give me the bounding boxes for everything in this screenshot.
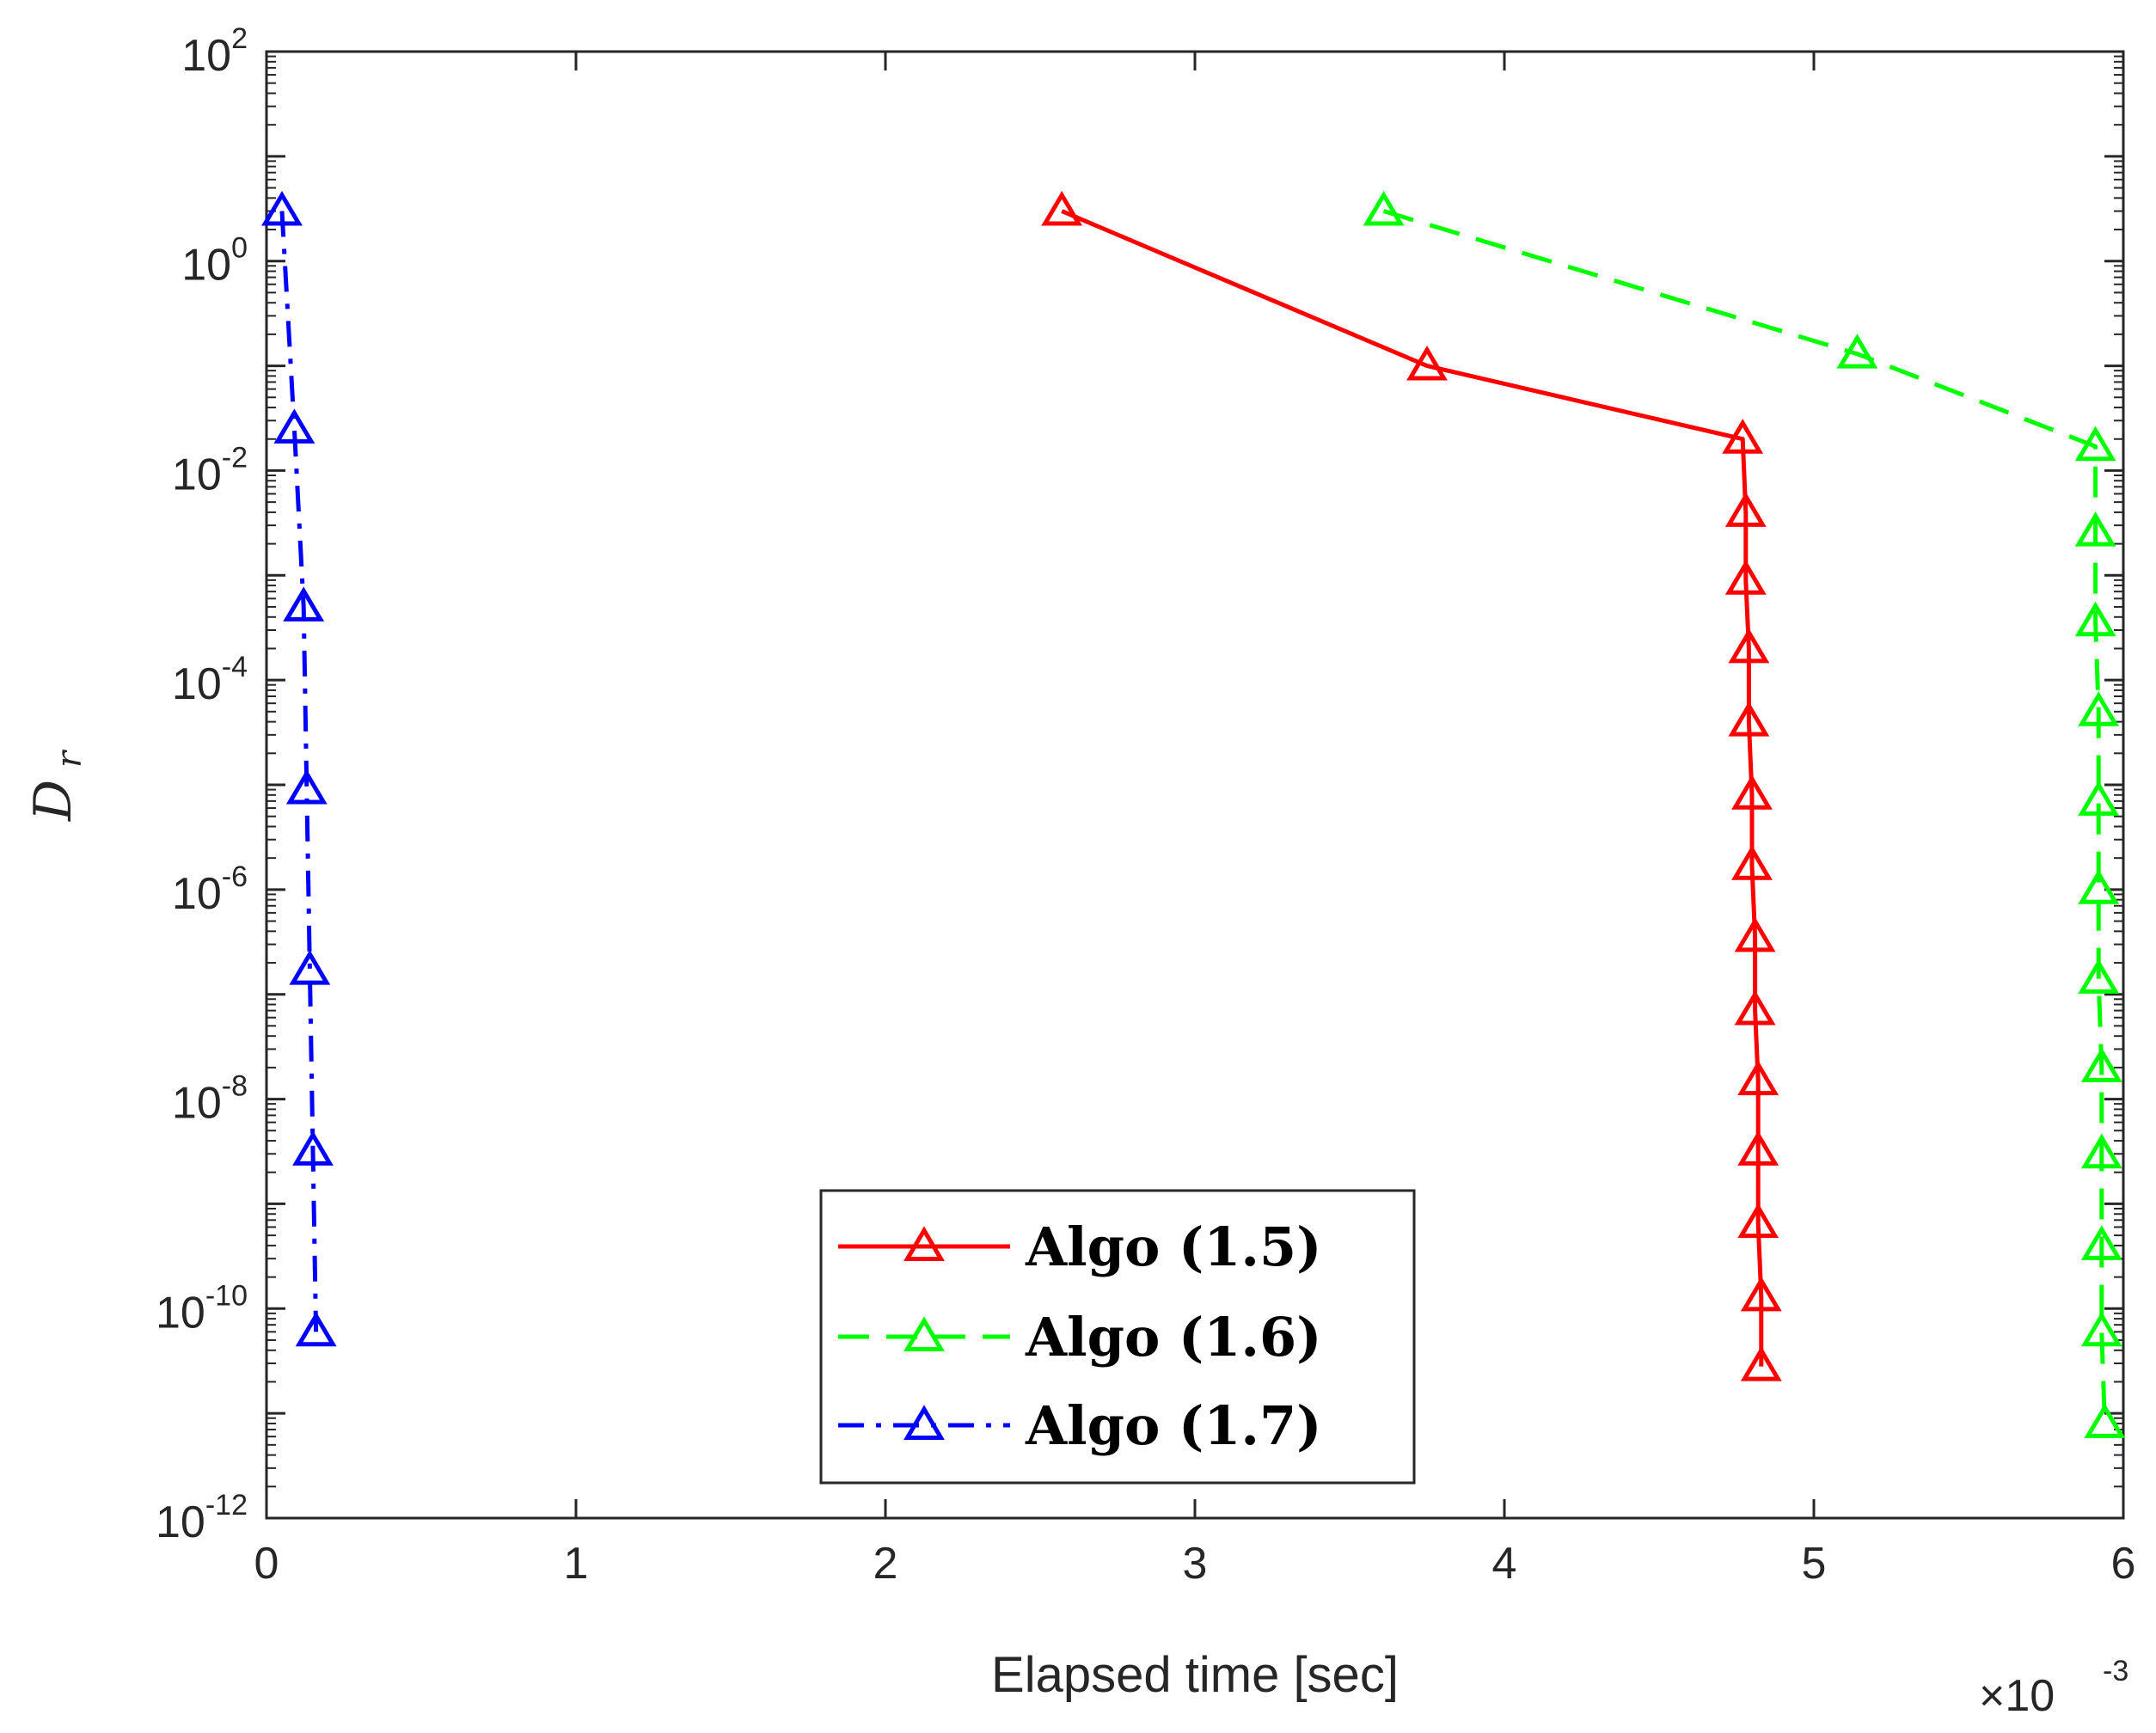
data-point-marker — [261, 190, 303, 226]
series-1 — [1041, 190, 1782, 1381]
data-point-marker — [2078, 958, 2120, 994]
series-layer — [261, 190, 2126, 1438]
data-point-marker — [2078, 691, 2120, 726]
series-line — [1061, 209, 1764, 1367]
data-point-marker — [1041, 190, 1083, 226]
x-tick-label: 6 — [2111, 1539, 2136, 1589]
y-tick-label-base: 10 — [172, 1079, 222, 1129]
data-point-marker — [1740, 1346, 1782, 1381]
y-tick-label-exponent: 2 — [231, 22, 248, 55]
y-tick-label-exponent: -12 — [205, 1489, 248, 1522]
y-tick-label-exponent: -10 — [205, 1279, 248, 1312]
data-point-marker — [285, 769, 328, 805]
data-point-marker — [1737, 1203, 1779, 1239]
y-tick-label-exponent: 0 — [231, 232, 248, 265]
x-axis-title: Elapsed time [sec] — [991, 1647, 1399, 1703]
data-point-marker — [2084, 1403, 2126, 1438]
y-axis-title-subscript: r — [50, 749, 89, 768]
data-point-marker — [295, 1311, 337, 1347]
y-tick-label-base: 10 — [156, 1497, 205, 1547]
data-point-marker — [2080, 1133, 2122, 1169]
legend-label: Algo (1.5) — [1025, 1216, 1321, 1278]
data-point-marker — [1724, 560, 1767, 595]
data-point-marker — [1731, 775, 1773, 810]
y-tick-label-base: 10 — [181, 31, 231, 81]
data-point-marker — [2074, 426, 2116, 462]
x-tick-label: 3 — [1183, 1539, 1208, 1589]
x-tick-labels: 0 1 2 3 4 5 6 — [254, 1539, 2136, 1589]
data-point-marker — [1363, 190, 1405, 226]
data-point-marker — [1737, 1130, 1779, 1166]
y-tick-label-exponent: -2 — [222, 441, 248, 474]
y-tick-label: 10-10 — [156, 1279, 248, 1338]
data-point-marker — [2080, 1225, 2122, 1260]
data-point-marker — [1836, 334, 1878, 369]
y-tick-label: 10-2 — [172, 441, 248, 499]
x-multiplier-base: ×10 — [1979, 1671, 2055, 1721]
legend-marker — [903, 1226, 945, 1261]
legend-label: Algo (1.7) — [1025, 1394, 1321, 1457]
data-point-marker — [1724, 492, 1767, 527]
y-tick-label-exponent: -4 — [222, 651, 248, 683]
data-point-marker — [1728, 701, 1770, 737]
y-tick-label: 102 — [181, 22, 248, 81]
data-point-marker — [2074, 601, 2116, 637]
y-tick-label-base: 10 — [156, 1288, 205, 1338]
y-tick-label-base: 10 — [181, 241, 231, 291]
data-point-marker — [1722, 419, 1764, 454]
y-tick-label: 10-8 — [172, 1070, 248, 1129]
data-point-marker — [1734, 989, 1776, 1026]
series-3 — [261, 190, 337, 1347]
data-point-marker — [2080, 1047, 2122, 1082]
x-tick-label: 2 — [873, 1539, 898, 1589]
data-point-marker — [283, 586, 325, 622]
data-point-marker — [1740, 1276, 1782, 1312]
y-tick-label-base: 10 — [172, 869, 222, 919]
y-axis-title-main: D — [23, 780, 83, 822]
data-point-marker — [1728, 628, 1770, 664]
data-point-marker — [273, 408, 315, 444]
legend-label: Algo (1.6) — [1025, 1306, 1321, 1369]
y-tick-label-base: 10 — [172, 659, 222, 709]
data-point-marker — [289, 950, 331, 985]
data-point-marker — [1406, 345, 1448, 381]
x-tick-label: 0 — [254, 1539, 279, 1589]
data-point-marker — [2074, 511, 2116, 547]
axis-ticks — [265, 50, 2125, 1520]
y-tick-label: 10-6 — [172, 860, 248, 919]
y-tick-label: 10-4 — [172, 651, 248, 709]
data-point-marker — [1737, 1060, 1779, 1096]
x-tick-label: 1 — [564, 1539, 589, 1589]
legend-marker — [903, 1405, 945, 1440]
data-point-marker — [1731, 845, 1773, 880]
series-line — [279, 211, 319, 1332]
data-point-marker — [2080, 1311, 2122, 1347]
legend: Algo (1.5) Algo (1.6) Algo (1.7) — [819, 1189, 1416, 1485]
x-tick-label: 4 — [1492, 1539, 1517, 1589]
y-tick-label-base: 10 — [172, 450, 222, 499]
y-tick-label: 100 — [181, 232, 248, 291]
y-tick-label: 10-12 — [156, 1489, 248, 1547]
data-point-marker — [1734, 916, 1776, 952]
x-multiplier: ×10 -3 — [1979, 1655, 2128, 1721]
y-tick-label-exponent: -6 — [222, 860, 248, 893]
x-multiplier-exponent: -3 — [2103, 1655, 2128, 1687]
data-point-marker — [2078, 869, 2120, 904]
data-point-marker — [292, 1130, 334, 1166]
y-axis-title: D r — [23, 749, 89, 822]
x-tick-label: 5 — [1802, 1539, 1827, 1589]
series-2 — [1363, 190, 2126, 1438]
data-point-marker — [2078, 781, 2120, 816]
legend-marker — [903, 1316, 945, 1351]
y-tick-label-exponent: -8 — [222, 1070, 248, 1103]
